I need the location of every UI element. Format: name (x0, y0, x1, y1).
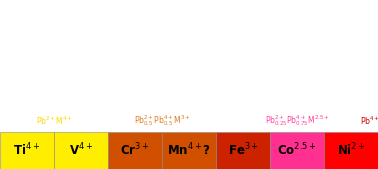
Text: Fe$^{3+}$: Fe$^{3+}$ (228, 142, 259, 159)
Text: Ti$^{4+}$: Ti$^{4+}$ (14, 142, 40, 159)
Bar (216, 132, 270, 169)
Text: Pb$^{2+}_{0.5}$Pb$^{4+}_{0.5}$M$^{3+}$: Pb$^{2+}_{0.5}$Pb$^{4+}_{0.5}$M$^{3+}$ (134, 113, 190, 128)
Text: Cr$^{3+}$: Cr$^{3+}$ (120, 142, 150, 159)
Bar (324, 132, 378, 169)
Bar (0, 132, 54, 169)
Bar (54, 132, 108, 169)
Bar (108, 132, 162, 169)
Bar (162, 132, 216, 169)
Text: Co$^{2.5+}$: Co$^{2.5+}$ (277, 142, 317, 159)
Bar (270, 132, 324, 169)
Text: Ni$^{2+}$: Ni$^{2+}$ (336, 142, 366, 159)
Text: V$^{4+}$: V$^{4+}$ (69, 142, 93, 159)
Text: Mn$^{4+}$?: Mn$^{4+}$? (167, 142, 211, 159)
Text: Pb$^{2+}_{0.25}$Pb$^{4+}_{0.75}$M$^{2.5+}$: Pb$^{2+}_{0.25}$Pb$^{4+}_{0.75}$M$^{2.5+… (265, 113, 329, 128)
Text: Pb$^{2+}$M$^{4+}$: Pb$^{2+}$M$^{4+}$ (36, 115, 73, 127)
Text: Pb$^{4+}$M$^{2+}$: Pb$^{4+}$M$^{2+}$ (359, 115, 378, 127)
